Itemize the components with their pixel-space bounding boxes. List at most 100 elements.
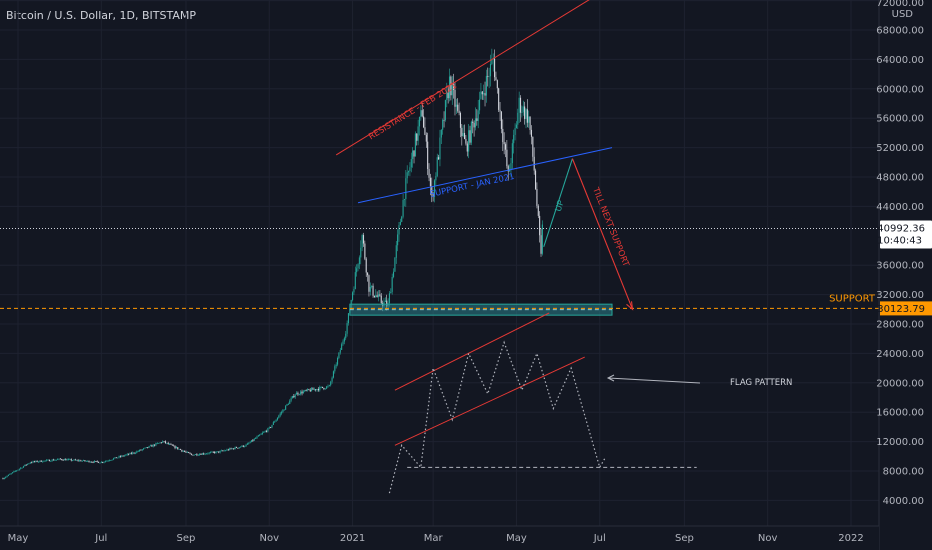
- candle-body: [175, 447, 177, 449]
- candle-body: [96, 461, 98, 462]
- candle-body: [209, 452, 212, 453]
- candle-body: [358, 257, 360, 265]
- support-trendline[interactable]: [357, 147, 613, 204]
- x-tick-label: May: [8, 533, 29, 544]
- candle-body: [173, 445, 175, 447]
- support-price-badge[interactable]: [880, 301, 932, 316]
- candle-body: [108, 460, 111, 462]
- candle-body: [265, 431, 268, 432]
- candle-body: [326, 386, 328, 389]
- candle-body: [485, 75, 487, 96]
- candle-body: [341, 344, 343, 350]
- candle-body: [48, 459, 50, 462]
- candle-body: [14, 470, 16, 472]
- candle-body: [13, 471, 15, 473]
- candle-body: [98, 461, 100, 463]
- candle-body: [73, 459, 75, 461]
- x-tick-label: Nov: [758, 533, 778, 544]
- candle-body: [33, 461, 35, 463]
- candle-body: [293, 395, 295, 398]
- candle-body: [291, 395, 294, 399]
- candle-body: [260, 433, 262, 435]
- current-price-badge[interactable]: [880, 220, 932, 249]
- candle-body: [152, 444, 154, 447]
- candle-body: [339, 349, 341, 353]
- x-tick-label: Nov: [259, 533, 279, 544]
- candle-body: [336, 358, 339, 365]
- candle-body: [412, 150, 414, 160]
- candle-body: [207, 453, 209, 455]
- candle-body: [362, 235, 365, 244]
- y-tick-label: 32000.00: [876, 290, 924, 301]
- candle-body: [159, 442, 161, 444]
- candle-body: [345, 333, 347, 339]
- candle-body: [70, 459, 72, 461]
- candle-body: [10, 473, 12, 475]
- candle-body: [470, 121, 472, 143]
- candle-body: [376, 295, 378, 297]
- candle-body: [394, 257, 396, 272]
- candle-body: [44, 460, 46, 462]
- candle-body: [162, 441, 164, 443]
- candle-body: [18, 468, 20, 470]
- candle-body: [208, 452, 210, 454]
- candle-body: [473, 122, 475, 128]
- projection-down-line[interactable]: [571, 158, 634, 310]
- support-zone-box[interactable]: [349, 303, 613, 316]
- candle-body: [174, 445, 176, 449]
- candle-body: [77, 460, 79, 461]
- candle-body: [52, 459, 55, 461]
- flag-lower-line[interactable]: [394, 356, 585, 446]
- candle-body: [379, 294, 381, 296]
- candle-body: [513, 134, 515, 144]
- resistance-trendline[interactable]: [335, 0, 600, 156]
- candle-body: [100, 462, 102, 463]
- candle-body: [178, 449, 180, 450]
- candle-body: [184, 451, 186, 452]
- candle-body: [283, 409, 285, 411]
- candle-body: [249, 442, 251, 444]
- candle-body: [92, 461, 94, 463]
- candle-body: [462, 133, 464, 137]
- candle-body: [226, 449, 228, 451]
- candle-body: [194, 454, 197, 455]
- y-tick-label: 48000.00: [876, 173, 924, 184]
- candle-body: [118, 456, 120, 458]
- candle-body: [491, 59, 493, 64]
- candle-body: [88, 460, 90, 463]
- time-axis-panel[interactable]: [0, 526, 879, 550]
- candle-body: [364, 243, 366, 259]
- candle-body: [539, 215, 541, 236]
- candle-body: [433, 180, 436, 197]
- price-axis-panel[interactable]: [879, 0, 932, 550]
- candle-body: [436, 157, 438, 177]
- candle-body: [2, 478, 4, 480]
- x-tick-label: Jul: [593, 533, 606, 544]
- candle-body: [518, 97, 520, 113]
- candle-body: [304, 390, 306, 392]
- y-tick-label: 12000.00: [876, 437, 924, 448]
- till-next-support-label: TILL NEXT SUPPORT: [590, 185, 631, 269]
- candle-body: [401, 216, 403, 222]
- candle-body: [391, 276, 393, 292]
- flag-zigzag-path[interactable]: [388, 340, 606, 494]
- candle-body: [58, 458, 60, 460]
- candle-countdown: 10:40:43: [877, 236, 922, 247]
- candle-body: [125, 454, 127, 456]
- y-tick-label: 24000.00: [876, 349, 924, 360]
- candle-body: [188, 452, 190, 453]
- candle-body: [27, 463, 29, 465]
- candle-body: [324, 388, 326, 390]
- projection-up-line[interactable]: [543, 158, 573, 247]
- candle-body: [301, 391, 303, 394]
- candle-body: [447, 92, 449, 99]
- candle-body: [286, 404, 288, 406]
- candle-body: [257, 435, 259, 437]
- candle-body: [529, 116, 531, 130]
- candle-body: [375, 295, 377, 297]
- flag-upper-line[interactable]: [394, 312, 550, 391]
- flag-arrowhead: [606, 374, 615, 382]
- candle-body: [181, 449, 183, 452]
- candle-body: [190, 453, 192, 455]
